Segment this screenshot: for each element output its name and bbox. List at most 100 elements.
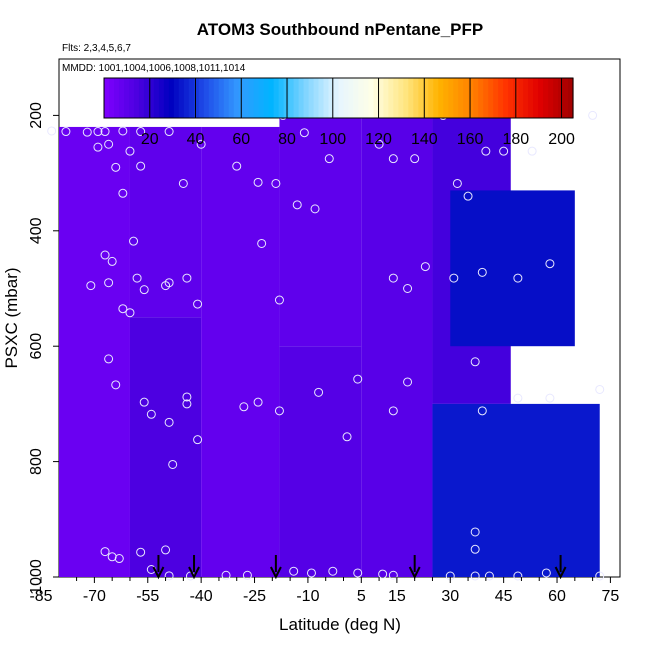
- colorbar-segment: [528, 78, 534, 118]
- colorbar-segment: [283, 78, 290, 118]
- colorbar-segment: [353, 78, 360, 118]
- colorbar-segment: [273, 78, 280, 118]
- colorbar-segment: [443, 78, 449, 118]
- colorbar-segment: [453, 78, 459, 118]
- sample-point: [111, 162, 121, 172]
- sample-point: [104, 354, 114, 364]
- colorbar-segment: [133, 78, 140, 118]
- colorbar-segment: [183, 78, 190, 118]
- sample-point: [545, 393, 555, 403]
- colorbar-segment: [213, 78, 220, 118]
- colorbar-segment: [423, 78, 429, 118]
- colorbar-segment: [558, 78, 564, 118]
- sample-point: [388, 273, 398, 283]
- colorbar-segment: [378, 78, 385, 118]
- sample-point: [314, 387, 324, 397]
- x-axis-title: Latitude (deg N): [279, 615, 401, 634]
- sample-point: [588, 110, 598, 120]
- colorbar-segment: [313, 78, 320, 118]
- colorbar-segment: [563, 78, 569, 118]
- colorbar-segment: [318, 78, 325, 118]
- colorbar-segment: [473, 78, 479, 118]
- profile-arrow: [188, 555, 200, 580]
- sample-point: [378, 569, 388, 579]
- sample-point: [125, 308, 135, 318]
- colorbar-segment: [138, 78, 145, 118]
- x-tick-label: -10: [296, 588, 319, 605]
- y-tick-label: 600: [28, 333, 45, 360]
- sample-point: [353, 374, 363, 384]
- sample-point: [136, 547, 146, 557]
- colorbar-segment: [308, 78, 315, 118]
- sample-point: [111, 380, 121, 390]
- colorbar: 20 40 60 80 100 120 140 160 180 200: [103, 77, 575, 148]
- colorbar-segment: [568, 78, 574, 118]
- shade-cell-1: [129, 126, 202, 318]
- sample-point: [306, 568, 316, 578]
- sample-point: [403, 377, 413, 387]
- sample-point: [104, 139, 114, 149]
- colorbar-segment: [193, 78, 200, 118]
- colorbar-segment: [518, 78, 524, 118]
- sample-point: [93, 127, 103, 137]
- sample-markers: [47, 110, 605, 581]
- profile-arrow: [269, 555, 282, 580]
- colorbar-segment: [438, 78, 444, 118]
- sample-point: [274, 295, 284, 305]
- sample-point: [513, 571, 523, 581]
- colorbar-segment: [328, 78, 335, 118]
- sample-point: [410, 154, 420, 164]
- sample-point: [193, 299, 203, 309]
- colorbar-segment: [383, 78, 389, 118]
- y-tick-label: 800: [28, 448, 45, 475]
- colorbar-segment: [348, 78, 355, 118]
- colorbar-segment: [468, 78, 474, 118]
- colorbar-segment: [278, 78, 285, 118]
- sample-point: [463, 191, 473, 201]
- colorbar-segment: [393, 78, 399, 118]
- colorbar-segment: [483, 78, 489, 118]
- sample-point: [527, 146, 537, 156]
- colorbar-segment: [498, 78, 504, 118]
- sample-point: [118, 304, 128, 314]
- colorbar-tick-label: 80: [278, 131, 296, 148]
- colorbar-segment: [493, 78, 499, 118]
- sample-point: [107, 552, 117, 562]
- x-tick-label: 30: [441, 588, 459, 605]
- sample-point: [289, 566, 299, 576]
- plot-area: [47, 109, 605, 581]
- shading-layer: [59, 109, 600, 577]
- sample-point: [182, 392, 192, 402]
- x-tick-label: -25: [243, 588, 266, 605]
- sample-point: [232, 161, 242, 171]
- x-tick-label: -40: [190, 588, 213, 605]
- sample-point: [239, 402, 249, 412]
- colorbar-segment: [248, 78, 255, 118]
- colorbar-segment: [553, 78, 559, 118]
- colorbar-segment: [533, 78, 539, 118]
- sample-point: [271, 178, 281, 188]
- colorbar-segment: [538, 78, 544, 118]
- colorbar-segment: [263, 78, 270, 118]
- sample-point: [299, 128, 309, 138]
- colorbar-segment: [508, 78, 514, 118]
- colorbar-segment: [408, 78, 414, 118]
- colorbar-tick-label: 180: [502, 131, 529, 148]
- sample-point: [481, 146, 491, 156]
- colorbar-segment: [153, 78, 160, 118]
- sample-point: [136, 127, 146, 137]
- colorbar-tick-label: 100: [319, 131, 346, 148]
- sample-point: [168, 459, 178, 469]
- colorbar-segment: [128, 78, 135, 118]
- sample-point: [513, 273, 523, 283]
- sample-point: [132, 273, 142, 283]
- sample-point: [100, 127, 110, 137]
- flights-note: Flts: 2,3,4,5,6,7: [62, 43, 131, 54]
- colorbar-segment: [428, 78, 434, 118]
- y-tick-label: 200: [28, 102, 45, 129]
- colorbar-tick-label: 120: [365, 131, 392, 148]
- sample-point: [164, 278, 174, 288]
- shade-cell-6: [361, 109, 433, 577]
- colorbar-segment: [398, 78, 404, 118]
